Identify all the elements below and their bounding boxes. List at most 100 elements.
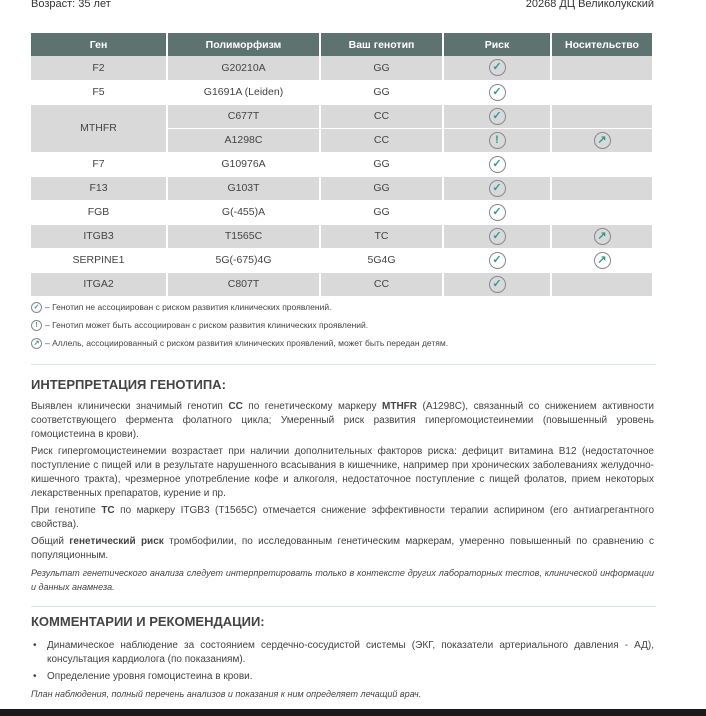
gene-cell: F5 (31, 80, 168, 105)
risk-cell: ✓ (443, 248, 552, 273)
gene-cell: ITGA2 (31, 272, 168, 297)
comments-note: План наблюдения, полный перечень анализо… (31, 689, 422, 699)
gene-cell: F13 (31, 176, 168, 201)
legend: ✓ – Генотип не ассоциирован с риском разв… (31, 298, 448, 352)
arrow-circle-icon: ↗ (593, 227, 611, 245)
carrier-cell (551, 56, 652, 81)
table-row: ITGB3 T1565C TC ✓ ↗ (31, 224, 652, 249)
check-circle-icon: ✓ (488, 251, 506, 269)
gene-cell: SERPINE1 (31, 248, 168, 273)
risk-cell: ! (443, 128, 552, 153)
arrow-circle-icon: ↗ (31, 337, 42, 349)
genotype-cell: 5G4G (320, 248, 444, 273)
recommendation-item: Динамическое наблюдение за состоянием се… (31, 639, 654, 667)
check-circle-icon: ✓ (31, 301, 42, 313)
genotype-cell: GG (320, 80, 444, 105)
check-circle-icon: ✓ (488, 203, 506, 221)
interpretation-text: Выявлен клинически значимый генотип CC п… (31, 400, 654, 597)
risk-cell: ✓ (443, 80, 552, 105)
carrier-cell: ↗ (551, 224, 652, 249)
gene-cell: ITGB3 (31, 224, 168, 249)
carrier-cell (551, 104, 652, 129)
table-row: ITGA2 C807T CC ✓ (31, 272, 652, 297)
risk-cell: ✓ (443, 224, 552, 249)
legend-item: ! – Генотип может быть ассоциирован с рис… (31, 316, 448, 334)
report-header: Возраст: 35 лет 20268 ДЦ Великолукский (31, 0, 654, 10)
risk-cell: ✓ (443, 104, 552, 129)
genotype-cell: CC (320, 104, 444, 129)
gene-cell: F2 (31, 56, 168, 81)
table-row: FGB G(-455)A GG ✓ (31, 200, 652, 225)
check-circle-icon: ✓ (488, 275, 506, 293)
check-circle-icon: ✓ (488, 155, 506, 173)
table-row: A1298C CC! ↗ (31, 128, 652, 153)
table-row: MTHFR C677T CC ✓ (31, 104, 652, 153)
polymorphism-cell: G10976A (167, 152, 321, 177)
interpretation-title: ИНТЕРПРЕТАЦИЯ ГЕНОТИПА: (31, 377, 226, 392)
table-row: F13 G103T GG ✓ (31, 176, 652, 201)
polymorphism-cell: 5G(-675)4G (167, 248, 321, 273)
col-genotype: Ваш генотип (320, 33, 444, 56)
divider (31, 606, 656, 607)
check-circle-icon: ✓ (488, 59, 506, 77)
table-row: F7 G10976A GG ✓ (31, 152, 652, 177)
paragraph: Риск гипергомоцистеинемии возрастает при… (31, 446, 654, 499)
table-row: F5 G1691A (Leiden) GG ✓ (31, 80, 652, 105)
paragraph: Общий генетический риск тромбофилии, по … (31, 536, 654, 561)
exclamation-circle-icon: ! (488, 131, 506, 149)
bottom-bar (0, 709, 706, 716)
legend-item: ✓ – Генотип не ассоциирован с риском разв… (31, 298, 448, 316)
risk-cell: ✓ (443, 152, 552, 177)
exclamation-circle-icon: ! (31, 319, 42, 331)
carrier-cell: ↗ (551, 248, 652, 273)
recommendation-item: Определение уровня гомоцистеина в крови. (31, 670, 654, 684)
genotype-cell: CC (320, 128, 444, 153)
check-circle-icon: ✓ (488, 83, 506, 101)
carrier-cell (551, 80, 652, 105)
table-row: SERPINE1 5G(-675)4G 5G4G ✓ ↗ (31, 248, 652, 273)
col-risk: Риск (443, 33, 552, 56)
check-circle-icon: ✓ (488, 179, 506, 197)
arrow-circle-icon: ↗ (593, 251, 611, 269)
col-gene: Ген (31, 33, 168, 56)
comments-title: КОММЕНТАРИИ И РЕКОМЕНДАЦИИ: (31, 614, 265, 629)
divider (31, 364, 656, 365)
risk-cell: ✓ (443, 176, 552, 201)
risk-cell: ✓ (443, 200, 552, 225)
lab-center: 20268 ДЦ Великолукский (525, 0, 654, 10)
gene-cell: F7 (31, 152, 168, 177)
table-header: Ген Полиморфизм Ваш генотип Риск Носител… (31, 33, 652, 56)
carrier-cell: ↗ (551, 128, 652, 153)
table-row: F2 G20210A GG ✓ (31, 56, 652, 81)
polymorphism-cell: G103T (167, 176, 321, 201)
polymorphism-cell: G20210A (167, 56, 321, 81)
genotype-cell: GG (320, 56, 444, 81)
comments-text: Динамическое наблюдение за состоянием се… (31, 639, 654, 704)
genotype-cell: CC (320, 272, 444, 297)
paragraph: Выявлен клинически значимый генотип CC п… (31, 401, 655, 440)
interpretation-note: Результат генетического анализа следует … (31, 568, 654, 592)
genotype-cell: GG (320, 200, 444, 225)
polymorphism-cell: T1565C (167, 224, 321, 249)
risk-cell: ✓ (443, 272, 552, 297)
paragraph: При генотипе TC по маркеру ITGB3 (T1565C… (31, 505, 655, 530)
check-circle-icon: ✓ (488, 107, 506, 125)
legend-item: ↗ – Аллель, ассоциированный с риском разв… (31, 334, 448, 352)
col-polymorphism: Полиморфизм (167, 33, 321, 56)
genotype-table: Ген Полиморфизм Ваш генотип Риск Носител… (31, 33, 652, 297)
polymorphism-cell: C677T (167, 104, 321, 129)
polymorphism-cell: C807T (167, 272, 321, 297)
carrier-cell (551, 272, 652, 297)
risk-cell: ✓ (443, 56, 552, 81)
polymorphism-cell: A1298C (167, 128, 321, 153)
patient-age: Возраст: 35 лет (31, 0, 111, 10)
genotype-cell: GG (320, 152, 444, 177)
polymorphism-cell: G(-455)A (167, 200, 321, 225)
check-circle-icon: ✓ (488, 227, 506, 245)
genotype-cell: GG (320, 176, 444, 201)
carrier-cell (551, 200, 652, 225)
genotype-cell: TC (320, 224, 444, 249)
gene-cell: FGB (31, 200, 168, 225)
carrier-cell (551, 176, 652, 201)
carrier-cell (551, 152, 652, 177)
